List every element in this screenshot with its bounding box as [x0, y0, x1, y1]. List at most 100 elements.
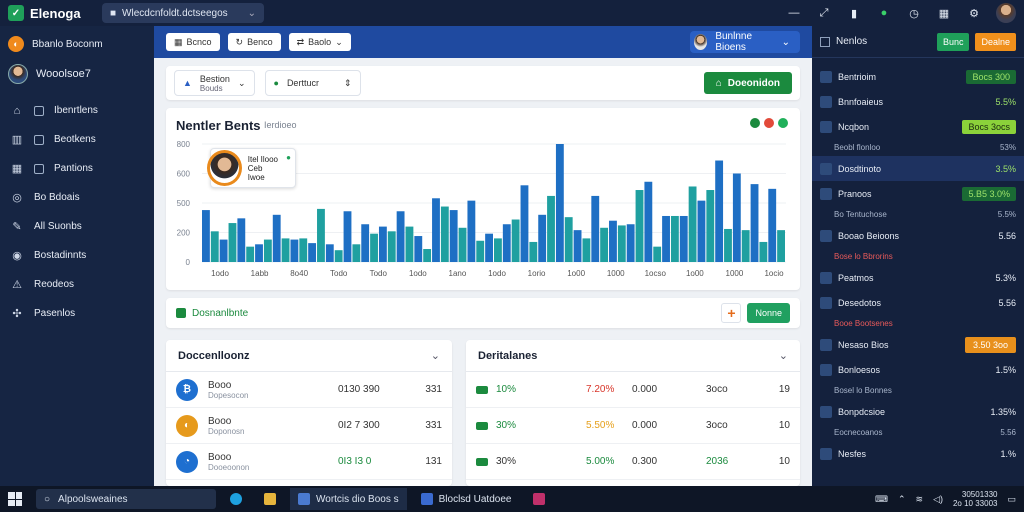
chevron-down-icon[interactable]: ⌄: [430, 350, 440, 362]
expand-icon[interactable]: ⤢: [819, 6, 829, 19]
chart-bar[interactable]: [653, 246, 662, 262]
chart-bar[interactable]: [688, 186, 697, 262]
chart-bar[interactable]: [485, 233, 493, 262]
chart-bar[interactable]: [777, 230, 785, 262]
notification-icon[interactable]: ▭: [1007, 493, 1016, 504]
right-panel-item[interactable]: Booao Beioons 5.56: [812, 223, 1024, 248]
right-panel-item[interactable]: Nesfes 1.%: [812, 441, 1024, 466]
chart-bar[interactable]: [263, 239, 272, 262]
chart-bar[interactable]: [724, 228, 732, 262]
toolbar-button-1[interactable]: ↻ Benco: [227, 33, 281, 51]
chart-bar[interactable]: [325, 244, 334, 262]
clock[interactable]: 30501330 2o 10 33003: [953, 490, 998, 508]
right-panel-item[interactable]: Pranoos 5.B5 3.0%: [812, 181, 1024, 206]
sidebar-user[interactable]: Wooolsoe7: [0, 58, 154, 90]
sidebar-brand[interactable]: ◐ Bbanlo Boconm: [0, 26, 154, 58]
app-logo[interactable]: ✓ Elenoga: [0, 5, 100, 21]
chart-bar[interactable]: [317, 208, 325, 262]
chart-bar[interactable]: [635, 190, 644, 262]
folder-icon[interactable]: [256, 488, 284, 510]
chart-bar[interactable]: [529, 241, 538, 262]
right-panel-item[interactable]: Bo Tentuchose 5.5%: [812, 206, 1024, 223]
chevron-down-icon[interactable]: ⌄: [247, 7, 256, 19]
list-item[interactable]: ◐ Booo Doponosn 0I2 7 300 331: [166, 408, 452, 444]
right-panel-item[interactable]: Bose lo Bbrorins: [812, 248, 1024, 265]
sidebar-item-0[interactable]: ⌂ Ibenrtlens: [0, 96, 154, 125]
chart-bar[interactable]: [476, 240, 485, 262]
chart-bar[interactable]: [202, 210, 210, 262]
chart-bar[interactable]: [219, 239, 228, 262]
sidebar-item-3[interactable]: ◎ Bo Bdoais: [0, 183, 154, 212]
chart-bar[interactable]: [609, 220, 617, 262]
address-bar[interactable]: ■ Wlecdcnfoldt.dctseegos ⌄: [102, 3, 264, 23]
chart-bar[interactable]: [600, 227, 609, 262]
avatar[interactable]: [996, 3, 1016, 23]
toolbar-button-0[interactable]: ▦ Bcnco: [166, 33, 220, 51]
keyboard-icon[interactable]: ⌨: [874, 493, 888, 504]
chart-bar[interactable]: [679, 215, 688, 262]
right-panel-item[interactable]: Bentrioim Bocs 300: [812, 64, 1024, 89]
taskbar-app-0[interactable]: Wortcis dio Boos s: [290, 488, 407, 510]
right-panel-item[interactable]: Bonpdcsioe 1.35%: [812, 399, 1024, 424]
chart-bar[interactable]: [299, 238, 308, 262]
chart-bar[interactable]: [396, 211, 405, 262]
chevron-down-icon[interactable]: ⌄: [778, 350, 788, 362]
chart-bar[interactable]: [281, 238, 290, 262]
chart-bar[interactable]: [423, 249, 432, 262]
start-icon[interactable]: [8, 492, 22, 506]
clock-icon[interactable]: ◷: [909, 7, 919, 20]
table-row[interactable]: 30% 5.00% 0.300 2036 10: [466, 444, 800, 480]
panel-header[interactable]: Doccenlloonz ⌄: [166, 340, 452, 372]
right-panel-item[interactable]: Dosdtinoto 3.5%: [812, 156, 1024, 181]
chart-bar[interactable]: [511, 219, 520, 262]
right-panel-item[interactable]: Bnnfoaieus 5.5%: [812, 89, 1024, 114]
chart-bar[interactable]: [361, 224, 370, 262]
panel-header[interactable]: Deritalanes ⌄: [466, 340, 800, 372]
right-panel-item[interactable]: Ncqbon Bocs 3ocs: [812, 114, 1024, 139]
chart-bar[interactable]: [732, 173, 741, 263]
right-panel-item[interactable]: Nesaso Bios 3.50 3oo: [812, 332, 1024, 357]
chart-bar[interactable]: [255, 244, 263, 262]
taskbar-app-1[interactable]: Bloclsd Uatdoee: [413, 488, 520, 510]
checkbox[interactable]: [34, 134, 44, 145]
chart-bar[interactable]: [573, 230, 582, 262]
filter-select-2[interactable]: ● Derttucr ⇕: [264, 70, 361, 96]
chart-bar[interactable]: [741, 230, 750, 262]
chart-bar[interactable]: [467, 200, 476, 262]
chart-bar[interactable]: [432, 198, 440, 262]
status-icon[interactable]: ●: [880, 7, 888, 19]
checkbox[interactable]: [34, 105, 44, 116]
right-panel-item[interactable]: Desedotos 5.56: [812, 290, 1024, 315]
chevron-up-icon[interactable]: ⌃: [897, 493, 906, 504]
chart-bar[interactable]: [591, 195, 600, 262]
control-dot-icon[interactable]: [778, 118, 788, 128]
panel-toggle-icon[interactable]: [820, 36, 830, 47]
edge-icon[interactable]: [222, 488, 250, 510]
table-row[interactable]: 10% 7.20% 0.000 3oco 19: [466, 372, 800, 408]
sidebar-item-6[interactable]: ⚠ Reodeos: [0, 270, 154, 299]
sidebar-item-5[interactable]: ◉ Bostadinnts: [0, 241, 154, 270]
chart-bar[interactable]: [378, 226, 387, 262]
chart-bar[interactable]: [644, 181, 653, 262]
minimize-icon[interactable]: —: [788, 7, 800, 19]
right-panel-item[interactable]: Beobl flonloo 53%: [812, 139, 1024, 156]
control-dot-icon[interactable]: [750, 118, 760, 128]
settings-icon[interactable]: ⚙: [969, 7, 979, 20]
chart-bar[interactable]: [759, 241, 768, 262]
chart-bar[interactable]: [387, 231, 396, 262]
volume-icon[interactable]: ◁): [933, 493, 943, 504]
sidebar-item-1[interactable]: ▥ Beotkens: [0, 125, 154, 154]
user-menu[interactable]: Bunlnne Bioens ⌄: [690, 31, 800, 53]
chart-bar[interactable]: [414, 236, 423, 262]
right-panel-button-2[interactable]: Dealne: [975, 32, 1016, 51]
chart-bar[interactable]: [564, 217, 573, 262]
taskbar-app-2[interactable]: [525, 488, 553, 510]
calendar-icon[interactable]: ▦: [938, 7, 950, 20]
right-panel-item[interactable]: Eocnecoanos 5.56: [812, 424, 1024, 441]
chart-bar[interactable]: [662, 215, 670, 262]
right-panel-item[interactable]: Bonloesos 1.5%: [812, 357, 1024, 382]
chart-bar[interactable]: [494, 238, 502, 262]
filter-select-1[interactable]: ▲ Bestion Bouds ⌄: [174, 70, 255, 96]
chart-bar[interactable]: [237, 218, 246, 262]
checkbox[interactable]: [34, 163, 44, 174]
